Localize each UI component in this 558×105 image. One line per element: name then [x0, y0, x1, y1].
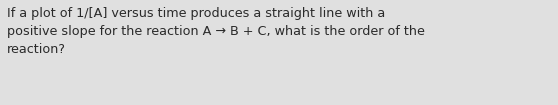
Text: If a plot of 1/[A] versus time produces a straight line with a
positive slope fo: If a plot of 1/[A] versus time produces … [7, 7, 425, 56]
